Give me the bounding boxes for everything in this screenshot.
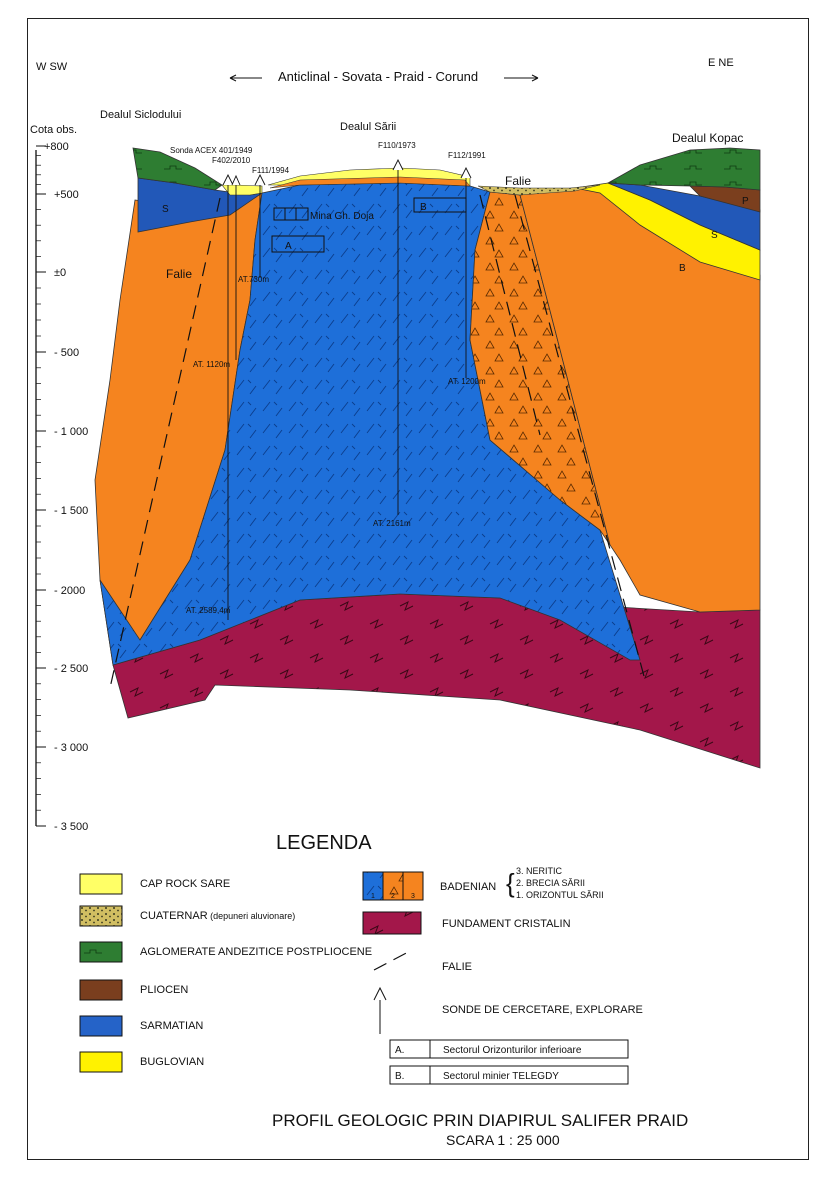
- legend-badenian-sub3: 3. NERITIC: [516, 866, 563, 876]
- depth-axis-ticks: +800 +500 ±0 - 500 - 1 000 - 1 500 - 2000 - 2 5…: [36, 141, 88, 833]
- well-acex: Sonda ACEX 401/1949: [170, 146, 253, 155]
- legend-sector-a-key: A.: [395, 1045, 404, 1056]
- west-label: W SW: [36, 61, 68, 73]
- legend-left: CAP ROCK SARE CUATERNAR (depuneri aluvion…: [79, 873, 372, 1073]
- legend-label-2: CUATERNAR (depuneri aluvionare): [140, 910, 295, 922]
- legend-badenian-n3: 3: [411, 893, 415, 900]
- legend-label-5: SARMATIAN: [140, 1020, 203, 1032]
- axis-tick-label: - 2000: [54, 585, 85, 597]
- legend-label-3: AGLOMERATE ANDEZITICE POSTPLIOCENE: [140, 946, 372, 958]
- well-at2161: AT. 2161m: [373, 519, 411, 528]
- legend-sonde-label: SONDE DE CERCETARE, EXPLORARE: [442, 1004, 643, 1016]
- buglovian-right-label: B: [679, 263, 686, 274]
- axis-tick-label: - 1 500: [54, 505, 88, 517]
- legend-sector-a-text-box: [429, 1039, 629, 1059]
- fault-right-2: [514, 194, 646, 681]
- axis-tick-label: +500: [54, 189, 79, 201]
- fault-left: [109, 197, 221, 689]
- aglomerate-left: [132, 147, 223, 191]
- mine-galleries-icon: [273, 207, 309, 221]
- east-label: E NE: [708, 57, 734, 69]
- legend-fundament-label: FUNDAMENT CRISTALIN: [442, 918, 571, 930]
- anticline-title: Anticlinal - Sovata - Praid - Corund: [278, 69, 478, 84]
- well-at730: AT.730m: [238, 275, 269, 284]
- axis-title: Cota obs.: [30, 124, 77, 136]
- axis-tick-label: - 1 000: [54, 426, 88, 438]
- aglomerate-right: [606, 147, 761, 191]
- legend-badenian-sub2: 2. BRECIA SĂRII: [516, 878, 585, 888]
- legend-badenian-sub1: 1. ORIZONTUL SĂRII: [516, 890, 604, 900]
- legend-badenian-label: BADENIAN: [440, 881, 496, 893]
- mine-label: Mina Gh. Doja: [310, 211, 374, 222]
- well-f112: F112/1991: [448, 151, 486, 160]
- box-b-label: B: [420, 202, 427, 213]
- wells: [222, 158, 472, 620]
- falie-right-label: Falie: [505, 174, 531, 188]
- legend-badenian-n2: 2: [391, 893, 395, 900]
- place-siclod: Dealul Siclodului: [100, 109, 181, 121]
- map-frame: [27, 18, 809, 1160]
- legend-badenian-n1: 1: [371, 893, 375, 900]
- axis-tick-label: +800: [44, 141, 69, 153]
- legend-swatch-1: [79, 873, 123, 895]
- pliocen-right-label: P: [742, 196, 749, 207]
- fault-right-1: [479, 194, 541, 436]
- legend-badenian-swatch: [362, 871, 424, 901]
- legend-sector-b-label: Sectorul minier TELEGDY: [443, 1071, 559, 1082]
- legend-swatch-6: [79, 1051, 123, 1073]
- legend-title: LEGENDA: [276, 832, 372, 854]
- axis-tick-label: - 3 000: [54, 742, 88, 754]
- legend-swatch-3: [79, 941, 123, 963]
- legend-swatch-5: [79, 1015, 123, 1037]
- footer-scale: SCARA 1 : 25 000: [446, 1132, 560, 1148]
- well-f402: F402/2010: [212, 156, 251, 165]
- badenian-top-strip: [269, 176, 471, 189]
- place-kopac: Dealul Kopac: [672, 131, 743, 145]
- footer-title: PROFIL GEOLOGIC PRIN DIAPIRUL SALIFER PR…: [272, 1111, 688, 1130]
- legend-label-4: PLIOCEN: [140, 984, 188, 996]
- legend-sector-a-label: Sectorul Orizonturilor inferioare: [443, 1045, 582, 1056]
- box-a-label: A: [285, 241, 292, 252]
- well-f110: F110/1973: [378, 141, 416, 150]
- sector-a-box: [271, 235, 325, 253]
- sector-b-box: [413, 197, 467, 213]
- place-sarii: Dealul Sării: [340, 121, 396, 133]
- sarmatian-right-label: S: [711, 230, 718, 241]
- axis-tick-label: - 3 500: [54, 821, 88, 833]
- legend-label-1: CAP ROCK SARE: [140, 878, 230, 890]
- sarmatian-right: [607, 182, 761, 251]
- legend-badenian-brace: {: [506, 868, 515, 898]
- cuaternar-strip: [477, 184, 601, 196]
- sarmatian-left-label: S: [162, 204, 169, 215]
- legend-sonde-symbol: [373, 986, 387, 1034]
- well-at1120: AT. 1120m: [193, 360, 230, 369]
- axis-tick-label: - 2 500: [54, 663, 88, 675]
- legend-swatch-4: [79, 979, 123, 1001]
- legend-sector-b-text-box: [429, 1065, 629, 1085]
- well-at1200: AT. 1200m: [448, 377, 486, 386]
- legend-sector-b-key: B.: [395, 1071, 404, 1082]
- legend-falie-symbol: [373, 949, 413, 971]
- axis-tick-label: - 500: [54, 347, 79, 359]
- falie-left-label: Falie: [166, 267, 192, 281]
- legend-swatch-2: [79, 905, 123, 927]
- axis-tick-label: ±0: [54, 267, 66, 279]
- well-at2589: AT. 2589,4m: [186, 606, 231, 615]
- well-f111: F111/1994: [252, 166, 290, 175]
- legend-fundament-swatch: [362, 911, 422, 935]
- legend-label-6: BUGLOVIAN: [140, 1056, 204, 1068]
- legend-falie-label: FALIE: [442, 961, 472, 973]
